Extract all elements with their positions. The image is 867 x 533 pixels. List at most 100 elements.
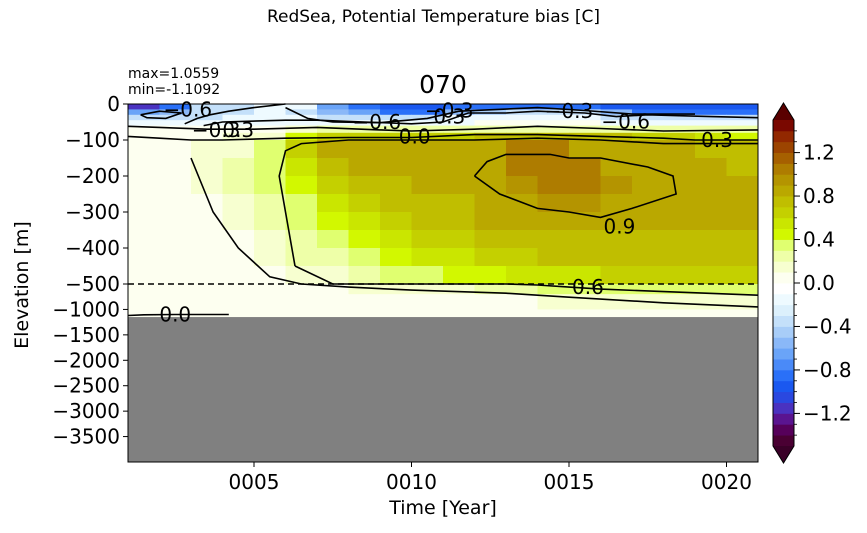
heatmap-cell xyxy=(159,140,192,159)
heatmap-cell xyxy=(159,284,192,295)
heatmap-cell xyxy=(537,120,570,127)
heatmap-cell xyxy=(128,104,160,110)
colorbar-level xyxy=(773,239,794,251)
heatmap-cell xyxy=(191,230,223,249)
heatmap-cell xyxy=(285,120,318,127)
contour-line xyxy=(184,103,286,125)
contour-line xyxy=(278,137,758,267)
heatmap-cell xyxy=(537,212,570,231)
heatmap-cell xyxy=(411,230,444,249)
heatmap-cell xyxy=(632,230,664,249)
heatmap-cell xyxy=(443,294,475,310)
heatmap-cell xyxy=(537,125,570,134)
heatmap-cell xyxy=(726,212,759,231)
heatmap-cell xyxy=(159,120,192,127)
heatmap-cell xyxy=(474,132,507,141)
heatmap-cell xyxy=(663,158,696,177)
heatmap-cell xyxy=(537,248,570,267)
colorbar-tick-label: 0.8 xyxy=(803,184,835,208)
heatmap-cell xyxy=(348,140,381,159)
contour-label: 0.0 xyxy=(159,303,191,327)
heatmap-cell xyxy=(695,284,727,295)
heatmap-cell xyxy=(443,158,475,177)
contour-line xyxy=(127,313,229,317)
heatmap-cell xyxy=(600,309,633,318)
heatmap-cell xyxy=(285,109,318,116)
heatmap-cell xyxy=(348,309,381,318)
colorbar-tick-label: 1.2 xyxy=(803,141,835,165)
heatmap-cell xyxy=(222,140,255,159)
heatmap-cell xyxy=(411,109,444,116)
heatmap-cell xyxy=(695,120,727,127)
heatmap-cell xyxy=(537,266,570,285)
x-tick-label: 0010 xyxy=(386,470,437,494)
colorbar-tick-label: −0.8 xyxy=(803,358,852,382)
heatmap-cell xyxy=(632,132,664,141)
heatmap-cell xyxy=(663,140,696,159)
heatmap-cell xyxy=(474,230,507,249)
heatmap-cell xyxy=(222,132,255,141)
heatmap-cell xyxy=(600,140,633,159)
heatmap-cell xyxy=(506,132,538,141)
heatmap-cell xyxy=(348,132,381,141)
colorbar-level xyxy=(773,337,794,349)
colorbar-level xyxy=(773,435,794,447)
heatmap-cell xyxy=(443,140,475,159)
heatmap-cell xyxy=(474,158,507,177)
heatmap-cell xyxy=(159,294,192,310)
heatmap-cell xyxy=(474,284,507,295)
colorbar-tick-label: −1.2 xyxy=(803,401,852,425)
contour-label: −0.3 xyxy=(192,118,241,142)
heatmap-cell xyxy=(380,140,412,159)
heatmap-cell xyxy=(443,109,475,116)
heatmap-cell xyxy=(128,248,160,267)
heatmap-cell xyxy=(191,309,223,318)
heatmap-cell xyxy=(663,114,696,121)
heatmap-cell xyxy=(411,140,444,159)
heatmap-cell xyxy=(569,309,601,318)
heatmap-cell xyxy=(600,212,633,231)
heatmap-cell xyxy=(380,176,412,195)
heatmap-cell xyxy=(128,309,160,318)
heatmap-cell xyxy=(222,230,255,249)
x-tick-label: 0020 xyxy=(701,470,752,494)
heatmap-cell xyxy=(380,109,412,116)
heatmap-cell xyxy=(191,248,223,267)
heatmap-cell xyxy=(348,109,381,116)
heatmap-cell xyxy=(222,109,255,116)
heatmap-cell xyxy=(380,309,412,318)
colorbar-level xyxy=(773,304,794,316)
colorbar-level xyxy=(773,174,794,186)
heatmap-cell xyxy=(317,294,349,310)
heatmap-cell xyxy=(537,284,570,295)
heatmap-cell xyxy=(348,294,381,310)
heatmap-cell xyxy=(285,104,318,110)
y-tick-label: −2500 xyxy=(52,374,120,398)
heatmap-cell xyxy=(380,248,412,267)
heatmap-cell xyxy=(726,140,759,159)
contour-label: 0.3 xyxy=(222,118,254,142)
heatmap-cell xyxy=(285,230,318,249)
x-tick-label: 0015 xyxy=(544,470,595,494)
heatmap-cell xyxy=(285,176,318,195)
y-tick-label: −1500 xyxy=(52,323,120,347)
contour-line xyxy=(127,125,759,132)
heatmap-cell xyxy=(506,176,538,195)
heatmap-cell xyxy=(380,125,412,134)
heatmap-cell xyxy=(443,132,475,141)
heatmap-cell xyxy=(695,158,727,177)
heatmap-cell xyxy=(474,176,507,195)
contour-line xyxy=(473,153,678,219)
heatmap-cell xyxy=(222,104,255,110)
panel-title: 070 xyxy=(419,70,467,99)
contour-line xyxy=(285,106,695,124)
heatmap-cell xyxy=(474,120,507,127)
y-tick-label: −1000 xyxy=(52,297,120,321)
heatmap-cell xyxy=(285,140,318,159)
heatmap-cell xyxy=(128,158,160,177)
heatmap-cell xyxy=(474,266,507,285)
contour-lines xyxy=(127,103,759,317)
heatmap-cell xyxy=(600,248,633,267)
heatmap-cell xyxy=(695,125,727,134)
heatmap-cell xyxy=(632,140,664,159)
